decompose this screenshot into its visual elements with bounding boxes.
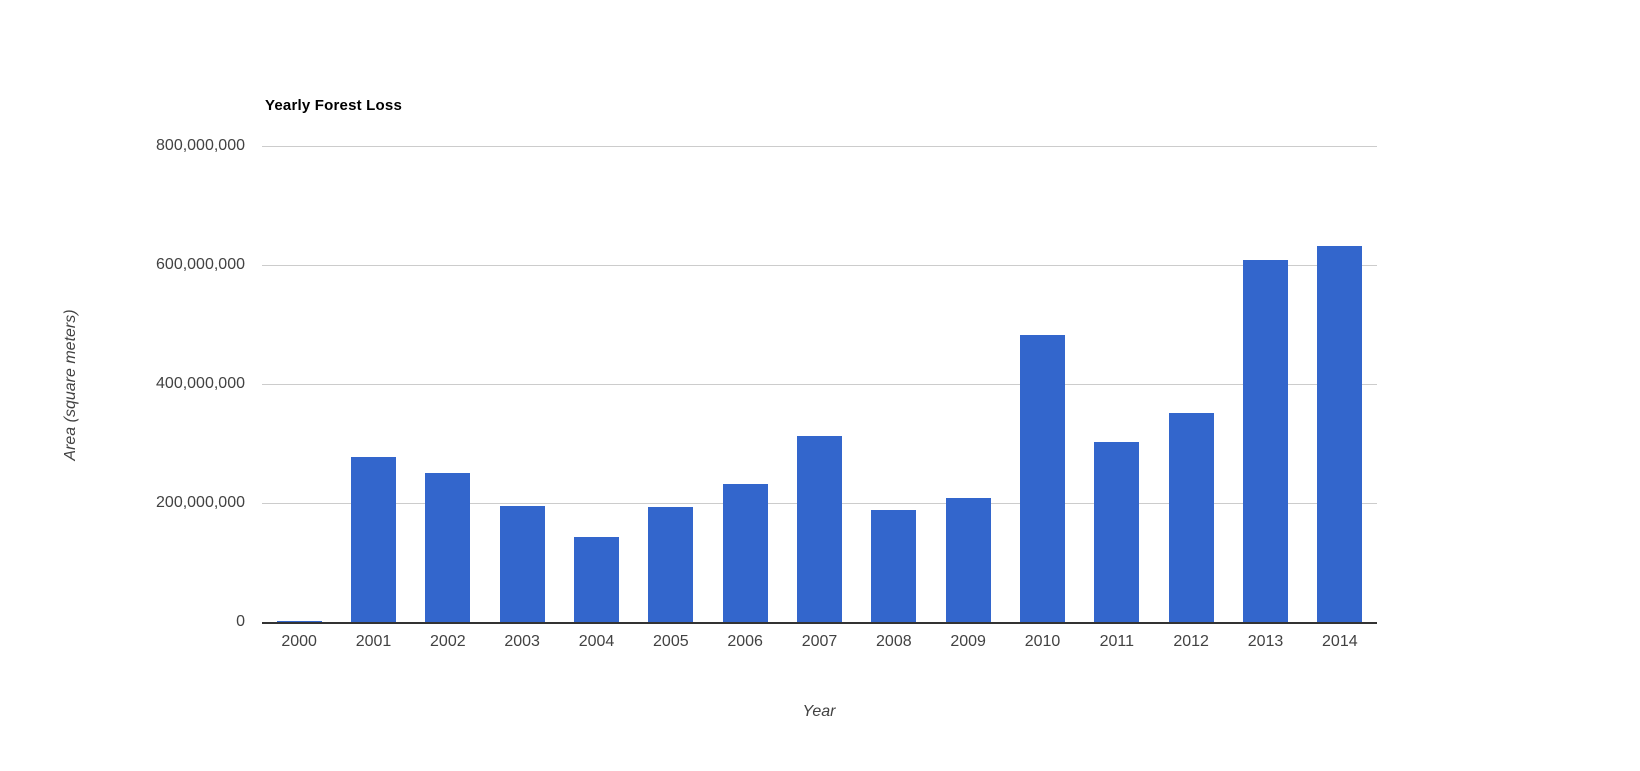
x-tick-label-2001: 2001	[355, 633, 392, 650]
x-axis-title: Year	[802, 703, 836, 720]
y-tick-label-200000000: 200,000,000	[156, 494, 245, 511]
bar-2005	[648, 506, 694, 622]
bar-2000	[276, 620, 322, 622]
x-tick-label-2007: 2007	[801, 633, 838, 650]
bar-2008	[871, 510, 917, 622]
bar-2011	[1094, 441, 1140, 622]
y-tick-label-0: 0	[236, 613, 245, 630]
bar-2010	[1020, 334, 1065, 622]
bar-2001	[351, 456, 396, 622]
bar-2002	[425, 473, 471, 622]
x-tick-label-2012: 2012	[1173, 633, 1209, 650]
bar-2012	[1168, 413, 1214, 622]
bar-2004	[574, 536, 619, 622]
bar-2009	[945, 498, 991, 622]
bar-2013	[1243, 260, 1288, 622]
bar-2003	[499, 505, 545, 622]
y-tick-label-400000000: 400,000,000	[156, 375, 245, 392]
bar-2006	[722, 483, 768, 622]
x-tick-label-2002: 2002	[430, 633, 466, 650]
x-tick-label-2010: 2010	[1024, 633, 1061, 650]
x-tick-label-2013: 2013	[1247, 633, 1284, 650]
chart-title: Yearly Forest Loss	[265, 97, 402, 114]
y-tick-label-600000000: 600,000,000	[156, 256, 245, 273]
y-tick-label-800000000: 800,000,000	[156, 137, 245, 154]
x-tick-label-2008: 2008	[876, 633, 912, 650]
x-tick-label-2014: 2014	[1322, 633, 1358, 650]
bar-2014	[1317, 245, 1363, 622]
x-tick-label-2003: 2003	[504, 633, 540, 650]
x-tick-label-2011: 2011	[1099, 633, 1135, 650]
x-tick-label-2005: 2005	[653, 633, 689, 650]
x-tick-label-2009: 2009	[950, 633, 986, 650]
bar-2007	[797, 436, 842, 622]
plot-area	[262, 146, 1377, 624]
gridline-600000000	[262, 265, 1377, 266]
x-tick-label-2004: 2004	[578, 633, 615, 650]
x-tick-label-2006: 2006	[727, 633, 763, 650]
x-tick-label-2000: 2000	[281, 633, 317, 650]
gridline-800000000	[262, 146, 1377, 147]
gridline-400000000	[262, 384, 1377, 385]
